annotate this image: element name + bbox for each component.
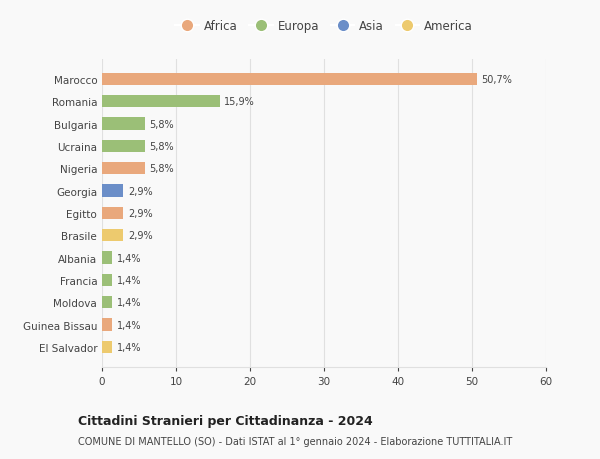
Bar xyxy=(102,96,220,108)
Bar xyxy=(102,274,112,286)
Legend: Africa, Europa, Asia, America: Africa, Europa, Asia, America xyxy=(172,17,476,36)
Bar xyxy=(102,118,145,130)
Text: 50,7%: 50,7% xyxy=(482,75,512,85)
Bar xyxy=(102,341,112,353)
Bar xyxy=(102,252,112,264)
Text: 1,4%: 1,4% xyxy=(117,342,142,352)
Bar xyxy=(102,230,124,242)
Bar xyxy=(102,297,112,308)
Bar xyxy=(102,207,124,219)
Bar xyxy=(102,319,112,331)
Text: 2,9%: 2,9% xyxy=(128,208,152,218)
Bar xyxy=(102,185,124,197)
Text: 5,8%: 5,8% xyxy=(149,164,174,174)
Text: 15,9%: 15,9% xyxy=(224,97,255,107)
Text: 5,8%: 5,8% xyxy=(149,119,174,129)
Text: 2,9%: 2,9% xyxy=(128,231,152,241)
Bar xyxy=(102,73,477,86)
Text: COMUNE DI MANTELLO (SO) - Dati ISTAT al 1° gennaio 2024 - Elaborazione TUTTITALI: COMUNE DI MANTELLO (SO) - Dati ISTAT al … xyxy=(78,437,512,446)
Text: 1,4%: 1,4% xyxy=(117,320,142,330)
Text: Cittadini Stranieri per Cittadinanza - 2024: Cittadini Stranieri per Cittadinanza - 2… xyxy=(78,414,373,428)
Bar xyxy=(102,163,145,175)
Text: 1,4%: 1,4% xyxy=(117,275,142,285)
Text: 5,8%: 5,8% xyxy=(149,142,174,151)
Text: 1,4%: 1,4% xyxy=(117,297,142,308)
Bar xyxy=(102,140,145,153)
Text: 2,9%: 2,9% xyxy=(128,186,152,196)
Text: 1,4%: 1,4% xyxy=(117,253,142,263)
